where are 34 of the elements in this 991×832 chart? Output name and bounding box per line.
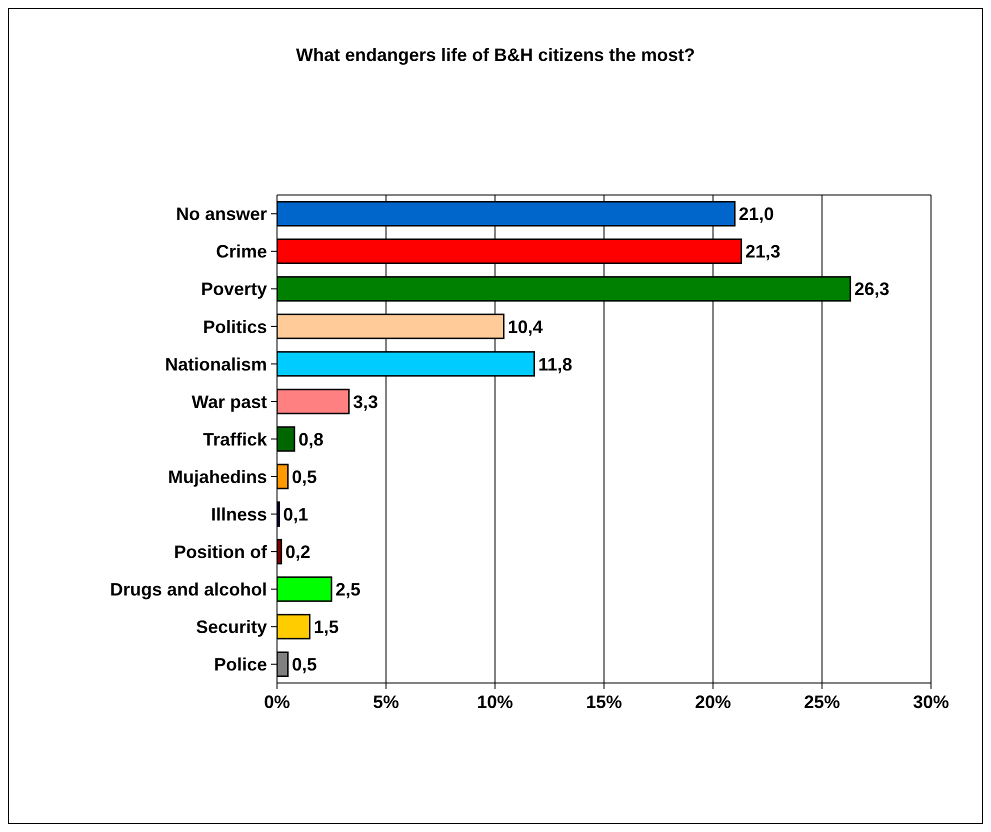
y-tick-label: Illness — [210, 504, 267, 524]
y-tick-label: Traffick — [202, 429, 268, 450]
data-label: 10,4 — [508, 316, 543, 337]
x-tick-label: 15% — [586, 692, 622, 712]
y-tick-label: Crime — [216, 242, 267, 262]
data-label: 0,8 — [298, 429, 324, 450]
y-tick-label: Drugs and alcohol — [110, 580, 267, 600]
data-label: 21,0 — [738, 204, 774, 224]
x-tick-label: 5% — [372, 692, 400, 712]
x-tick-label: 0% — [264, 692, 290, 712]
y-tick-label: Police — [214, 654, 267, 675]
data-label: 1,5 — [314, 617, 339, 638]
data-label: 0,1 — [283, 504, 308, 524]
data-label: 11,8 — [538, 354, 572, 374]
y-tick-label: Security — [196, 617, 267, 638]
data-label: 0,5 — [292, 466, 317, 487]
y-tick-label: Politics — [202, 316, 267, 337]
data-label: 26,3 — [854, 279, 890, 300]
y-tick-label: Position of — [174, 542, 268, 562]
y-tick-label: War past — [192, 392, 267, 412]
chart-title: What endangers life of B&H citizens the most? — [294, 45, 696, 66]
x-tick-label: 20% — [694, 692, 732, 712]
data-label: 0,2 — [285, 542, 310, 562]
data-label: 3,3 — [352, 392, 378, 412]
data-label: 2,5 — [336, 580, 361, 600]
x-tick-label: 30% — [912, 692, 950, 712]
y-tick-label: Mujahedins — [168, 466, 267, 487]
data-label: 21,3 — [745, 242, 780, 262]
y-tick-label: Poverty — [200, 279, 267, 300]
y-tick-label: No answer — [176, 204, 267, 224]
y-tick-label: Nationalism — [164, 354, 267, 374]
x-tick-label: 25% — [804, 692, 840, 712]
data-label: 0,5 — [292, 654, 317, 675]
x-tick-label: 10% — [476, 692, 514, 712]
